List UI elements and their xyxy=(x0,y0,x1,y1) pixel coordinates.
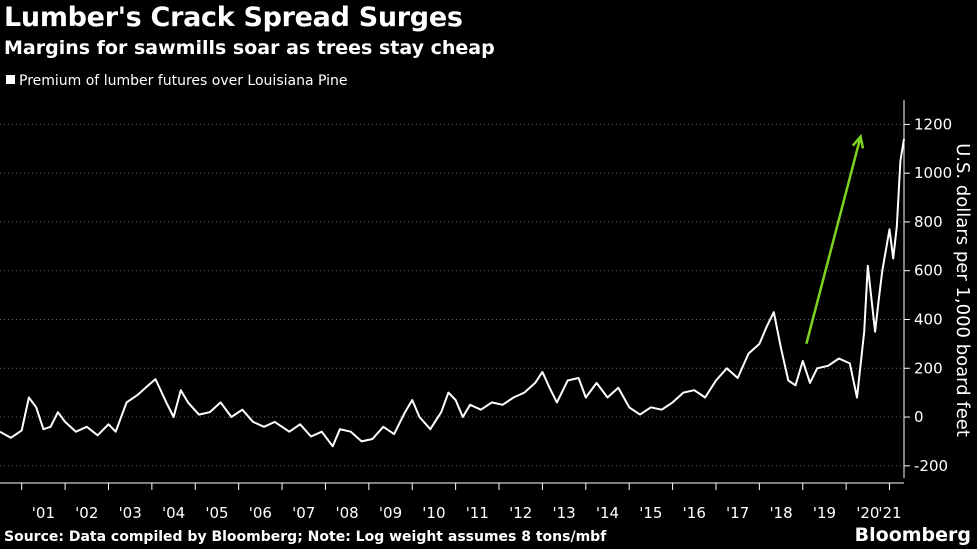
y-tick-label: 0 xyxy=(914,408,924,426)
x-tick-label: '13 xyxy=(552,504,575,522)
annotation-arrow-head xyxy=(851,133,865,149)
x-tick-label: '05 xyxy=(205,504,228,522)
y-axis-label: U.S. dollars per 1,000 board feet xyxy=(952,143,973,437)
x-tick-label: '04 xyxy=(162,504,185,522)
x-tick-label: '16 xyxy=(683,504,706,522)
x-tick-label: '12 xyxy=(509,504,532,522)
x-tick-label: '20 xyxy=(856,504,879,522)
series-line xyxy=(0,138,905,448)
x-tick-label: '06 xyxy=(249,504,272,522)
x-tick-label: '11 xyxy=(466,504,489,522)
bloomberg-logo: Bloomberg xyxy=(854,524,971,546)
x-axis: '01 '02 '03 '04 '05 '06 '07 '08 '09 '10 '11 '12 '13 '… xyxy=(0,482,904,522)
y-tick-label: -200 xyxy=(914,457,948,475)
x-tick-label: '08 xyxy=(336,504,359,522)
y-tick-label: 400 xyxy=(914,310,943,328)
x-tick-label: '10 xyxy=(422,504,445,522)
x-tick-label: '02 xyxy=(75,504,98,522)
source-note: Source: Data compiled by Bloomberg; Note… xyxy=(4,529,607,545)
y-tick-label: 800 xyxy=(914,213,943,231)
grid-lines xyxy=(0,123,904,467)
y-tick-label: 1000 xyxy=(914,164,952,182)
x-tick-label: '01 xyxy=(32,504,55,522)
x-tick-label: '03 xyxy=(119,504,142,522)
x-tick-label: '19 xyxy=(813,504,836,522)
y-tick-label: 1200 xyxy=(914,115,952,133)
annotations xyxy=(805,133,865,345)
y-axis: -200 0 200 400 600 800 1000 1200 xyxy=(903,100,952,478)
chart-subtitle: Margins for sawmills soar as trees stay … xyxy=(4,37,495,59)
x-tick-label: '15 xyxy=(639,504,662,522)
y-tick-label: 200 xyxy=(914,359,943,377)
legend-label: Premium of lumber futures over Louisiana… xyxy=(19,73,348,89)
x-tick-label: '21 xyxy=(878,504,901,522)
y-tick-label: 600 xyxy=(914,262,943,280)
x-tick-label: '14 xyxy=(596,504,619,522)
legend: Premium of lumber futures over Louisiana… xyxy=(6,73,348,89)
legend-swatch xyxy=(6,75,15,84)
chart-title: Lumber's Crack Spread Surges xyxy=(4,2,463,33)
x-tick-label: '18 xyxy=(769,504,792,522)
x-tick-label: '07 xyxy=(292,504,315,522)
x-tick-label: '09 xyxy=(379,504,402,522)
x-tick-label: '17 xyxy=(726,504,749,522)
annotation-arrow-shaft xyxy=(805,136,862,345)
